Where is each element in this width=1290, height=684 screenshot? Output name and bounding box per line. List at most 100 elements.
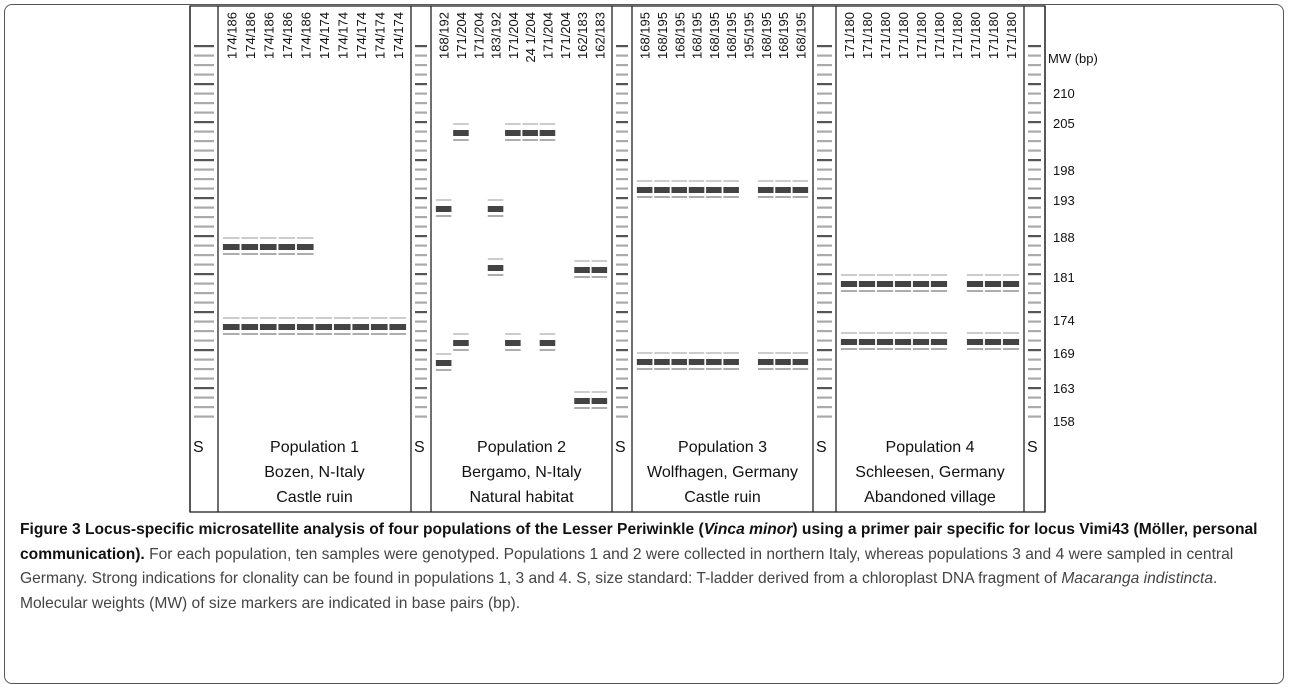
sample-label: 162/183 xyxy=(592,12,607,59)
band-shadow xyxy=(371,317,388,319)
ladder-band xyxy=(817,93,832,95)
size-standard-label: S xyxy=(615,439,626,456)
band-shadow xyxy=(436,353,452,355)
band xyxy=(522,130,538,136)
band-shadow xyxy=(223,317,240,319)
band-shadow xyxy=(706,352,722,354)
ladder-band xyxy=(1028,121,1041,123)
sample-label: 162/183 xyxy=(575,12,590,59)
band-shadow xyxy=(793,196,809,198)
ladder-band xyxy=(194,159,214,161)
ladder-band xyxy=(616,292,628,294)
ladder-band xyxy=(194,55,214,57)
band-shadow xyxy=(241,237,258,239)
ladder-band xyxy=(415,359,427,361)
band-shadow xyxy=(877,332,893,334)
ladder-band xyxy=(1028,254,1041,256)
band xyxy=(671,187,687,193)
population-name: Population 2 xyxy=(477,439,566,456)
ladder-band xyxy=(616,178,628,180)
ladder-band xyxy=(194,264,214,266)
ladder-band xyxy=(194,235,214,237)
band-shadow xyxy=(895,274,911,276)
ladder-band xyxy=(616,45,628,47)
ladder-band xyxy=(1028,416,1041,418)
band-shadow xyxy=(592,391,608,393)
band-shadow xyxy=(436,199,452,201)
band-shadow xyxy=(505,349,521,351)
ladder-band xyxy=(415,159,427,161)
band xyxy=(223,244,240,250)
band-shadow xyxy=(522,139,538,141)
band-shadow xyxy=(913,274,929,276)
population-name: Population 1 xyxy=(270,439,359,456)
ladder-band xyxy=(817,64,832,66)
ladder-band xyxy=(194,207,214,209)
sample-label: 168/195 xyxy=(690,12,705,59)
ladder-band xyxy=(616,311,628,313)
ladder-band xyxy=(817,235,832,237)
band-shadow xyxy=(671,352,687,354)
population-habitat: Abandoned village xyxy=(864,489,996,506)
sample-label: 195/195 xyxy=(741,12,756,59)
ladder-band xyxy=(1028,216,1041,218)
ladder-band xyxy=(616,197,628,199)
ladder-band xyxy=(817,406,832,408)
mw-title: MW (bp) xyxy=(1048,51,1098,66)
band-shadow xyxy=(453,333,469,335)
band-shadow xyxy=(334,333,351,335)
ladder-band xyxy=(817,121,832,123)
population-location: Schleesen, Germany xyxy=(855,464,1004,481)
band xyxy=(793,187,809,193)
ladder-band xyxy=(415,112,427,114)
band-shadow xyxy=(967,274,983,276)
ladder-band xyxy=(817,292,832,294)
band-shadow xyxy=(967,332,983,334)
band xyxy=(967,339,983,345)
ladder-band xyxy=(1028,292,1041,294)
ladder-band xyxy=(817,55,832,57)
ladder-band xyxy=(616,397,628,399)
ladder-band xyxy=(616,378,628,380)
ladder-band xyxy=(616,131,628,133)
figure-label: Figure 3 xyxy=(20,521,81,538)
band-shadow xyxy=(895,332,911,334)
band-shadow xyxy=(654,196,670,198)
band xyxy=(453,130,469,136)
band xyxy=(315,324,332,330)
ladder-band xyxy=(194,330,214,332)
band-shadow xyxy=(877,290,893,292)
band-shadow xyxy=(931,348,947,350)
band-shadow xyxy=(278,317,295,319)
band-shadow xyxy=(841,348,857,350)
band-shadow xyxy=(278,333,295,335)
ladder-band xyxy=(194,83,214,85)
band-shadow xyxy=(877,274,893,276)
sample-label: 168/195 xyxy=(707,12,722,59)
ladder-band xyxy=(817,368,832,370)
band-shadow xyxy=(913,348,929,350)
title-italic: Vinca minor xyxy=(704,521,793,538)
ladder-band xyxy=(1028,188,1041,190)
ladder-band xyxy=(817,45,832,47)
size-standard-label: S xyxy=(1027,439,1038,456)
band-shadow xyxy=(1003,348,1019,350)
ladder-band xyxy=(194,397,214,399)
mw-label: 188 xyxy=(1053,230,1075,245)
band xyxy=(841,339,857,345)
band-shadow xyxy=(574,276,590,278)
band-shadow xyxy=(315,317,332,319)
title-text: Locus-specific microsatellite analysis o… xyxy=(85,521,704,538)
band xyxy=(592,267,608,273)
ladder-band xyxy=(817,159,832,161)
band-shadow xyxy=(389,333,406,335)
band-shadow xyxy=(389,317,406,319)
ladder-band xyxy=(1028,302,1041,304)
ladder-band xyxy=(616,349,628,351)
band-shadow xyxy=(488,274,504,276)
band-shadow xyxy=(895,348,911,350)
sample-label: 174/174 xyxy=(372,12,387,59)
band xyxy=(775,187,791,193)
ladder-band xyxy=(616,150,628,152)
band-shadow xyxy=(706,368,722,370)
